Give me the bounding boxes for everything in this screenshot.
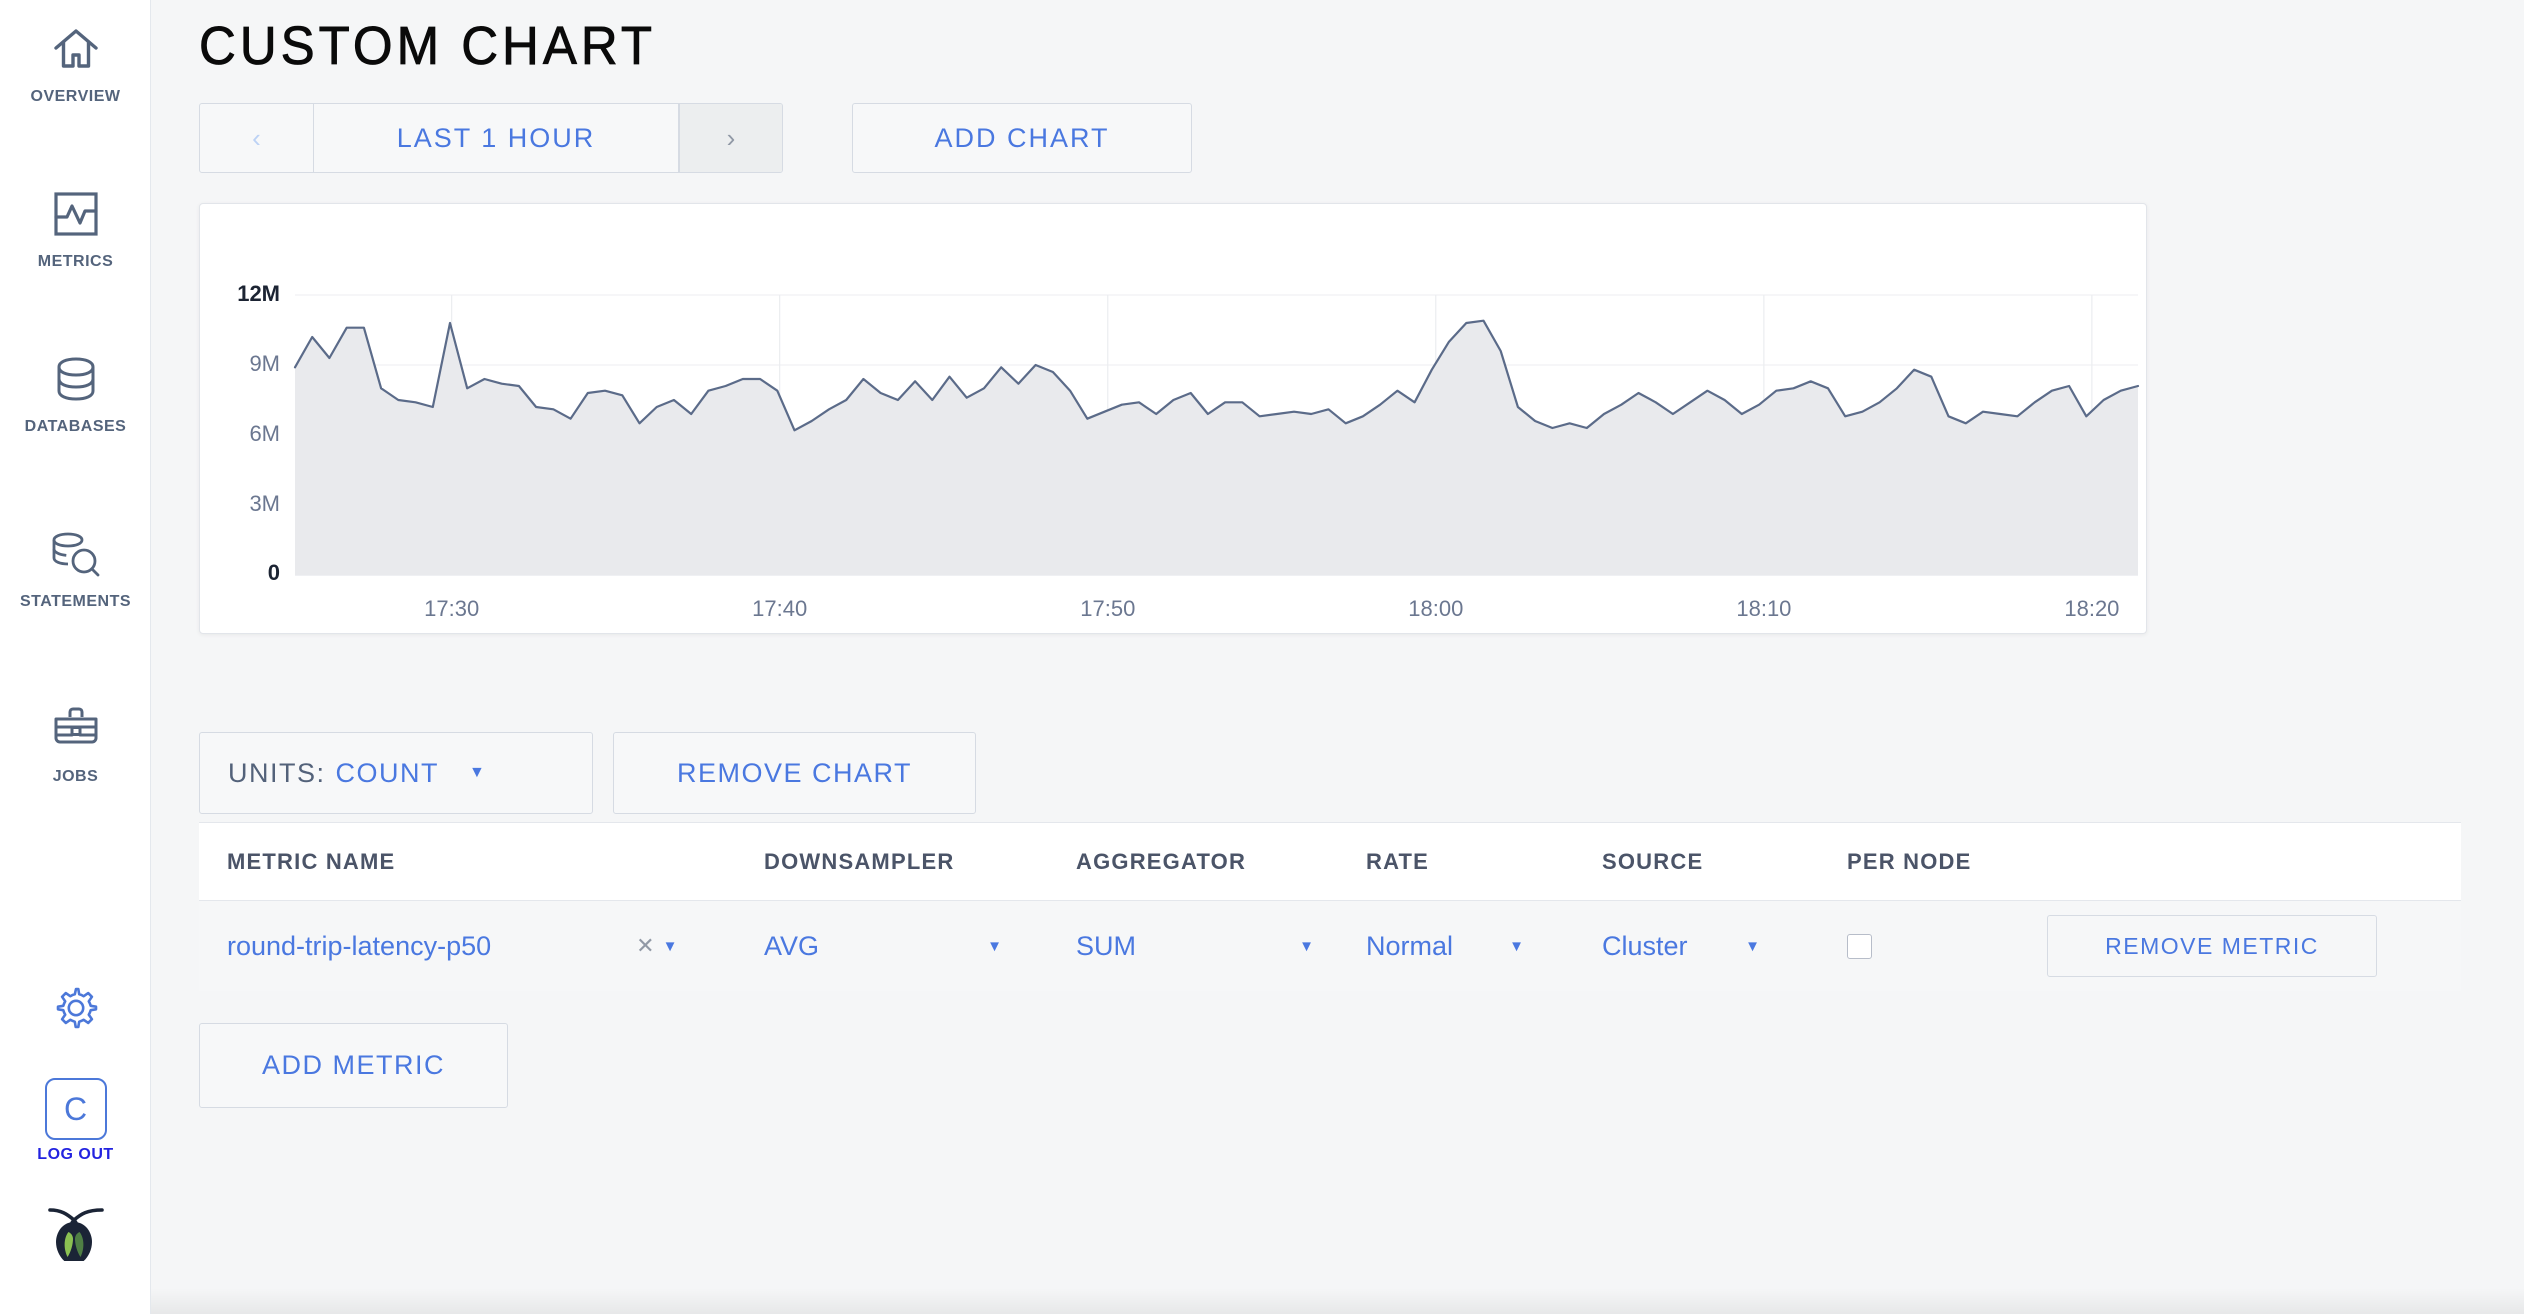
svg-text:18:00: 18:00 [1408, 596, 1463, 621]
svg-text:17:30: 17:30 [424, 596, 479, 621]
svg-text:6M: 6M [249, 421, 280, 446]
svg-text:18:10: 18:10 [1736, 596, 1791, 621]
svg-text:12M: 12M [237, 281, 280, 306]
svg-text:3M: 3M [249, 491, 280, 516]
svg-text:0: 0 [268, 560, 280, 585]
svg-text:17:40: 17:40 [752, 596, 807, 621]
svg-text:9M: 9M [249, 351, 280, 376]
svg-text:18:20: 18:20 [2064, 596, 2119, 621]
svg-text:17:50: 17:50 [1080, 596, 1135, 621]
